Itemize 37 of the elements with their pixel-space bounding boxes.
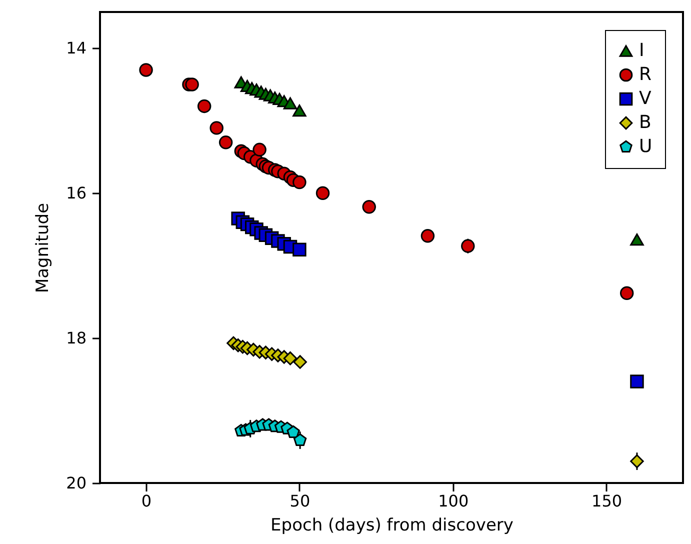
point	[620, 286, 634, 300]
x-axis-title: Epoch (days) from discovery	[270, 516, 514, 536]
legend-label: V	[639, 88, 652, 109]
x-tick-label: 150	[592, 492, 622, 510]
y-tick-label: 16	[66, 184, 86, 203]
point	[461, 239, 475, 253]
y-tick-label: 18	[66, 328, 86, 348]
point	[292, 104, 306, 117]
point	[218, 136, 233, 150]
point	[283, 97, 298, 110]
point	[293, 433, 307, 446]
point	[292, 175, 306, 190]
point	[316, 186, 330, 200]
legend-label: B	[639, 112, 652, 133]
point	[197, 99, 212, 114]
point	[185, 78, 199, 92]
x-tick-label: 0	[141, 492, 152, 510]
point	[139, 63, 153, 77]
point	[252, 142, 266, 157]
legend-label: U	[639, 136, 652, 157]
point	[630, 454, 644, 468]
legend-label: I	[639, 40, 644, 61]
point	[362, 200, 376, 214]
point	[286, 425, 300, 438]
y-tick-label: 14	[66, 38, 86, 58]
legend-label: R	[639, 64, 652, 85]
point	[630, 374, 644, 388]
point	[292, 242, 306, 257]
point	[210, 121, 224, 135]
x-tick-label: 100	[438, 492, 469, 510]
point	[293, 355, 307, 369]
y-axis-title: Magnitude	[33, 202, 54, 294]
point	[283, 351, 298, 366]
x-tick-label: 50	[290, 492, 310, 510]
y-tick-label: 20	[66, 474, 86, 492]
point	[630, 233, 644, 246]
point	[420, 229, 435, 243]
